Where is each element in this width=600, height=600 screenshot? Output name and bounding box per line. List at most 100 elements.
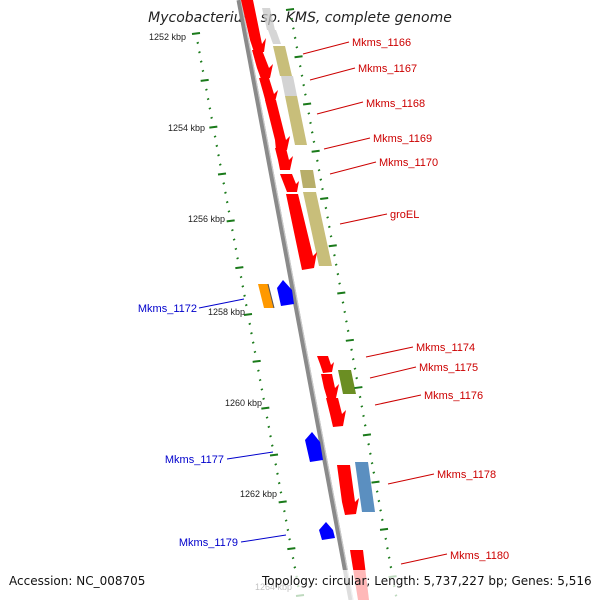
scale-tick-minor bbox=[302, 83, 306, 87]
cds-arrow-mkms-1179[interactable] bbox=[319, 522, 335, 540]
scale-tick-minor bbox=[358, 395, 362, 399]
cog-bar bbox=[300, 170, 316, 188]
scale-tick-minor bbox=[362, 414, 365, 418]
scale-tick-minor bbox=[251, 341, 255, 344]
scale-tick-minor bbox=[334, 263, 338, 266]
scale-label: 1258 kbp bbox=[208, 307, 245, 317]
scale-ticks-outer bbox=[191, 32, 305, 597]
gene-label-mkms-1172[interactable]: Mkms_1172 bbox=[138, 303, 197, 315]
scale-tick-minor bbox=[309, 121, 312, 125]
scale-tick-minor bbox=[205, 88, 208, 91]
scale-tick-minor bbox=[291, 556, 295, 560]
cds-arrow-mkms-1169[interactable] bbox=[265, 100, 290, 150]
scale-tick-minor bbox=[293, 36, 297, 40]
gene-label-mkms-1174[interactable]: Mkms_1174 bbox=[416, 342, 475, 354]
leader-line bbox=[226, 451, 274, 460]
gene-label-mkms-1170[interactable]: Mkms_1170 bbox=[379, 157, 438, 169]
scale-tick-minor bbox=[198, 51, 201, 54]
scale-tick-minor bbox=[244, 303, 248, 307]
scale-tick-minor bbox=[304, 93, 307, 96]
scale-tick-minor bbox=[260, 388, 264, 391]
cds-arrow-mkms-1168[interactable] bbox=[259, 78, 278, 103]
cds-arrow-mkms-1177[interactable] bbox=[305, 432, 323, 462]
scale-tick-major bbox=[209, 125, 218, 129]
cds-arrow-mkms-1170[interactable] bbox=[275, 148, 293, 170]
gene-label-mkms-1167[interactable]: Mkms_1167 bbox=[358, 63, 417, 75]
gene-label-groel[interactable]: groEL bbox=[390, 209, 419, 221]
scale-tick-minor bbox=[293, 566, 297, 569]
scale-tick-major bbox=[294, 55, 303, 59]
scale-tick-minor bbox=[292, 27, 295, 30]
scale-tick-minor bbox=[274, 463, 278, 466]
gene-label-mkms-1175[interactable]: Mkms_1175 bbox=[419, 362, 478, 374]
scale-tick-major bbox=[371, 480, 380, 484]
cog-bar bbox=[258, 284, 274, 308]
gene-label-mkms-1169[interactable]: Mkms_1169 bbox=[373, 133, 432, 145]
gene-label-mkms-1178[interactable]: Mkms_1178 bbox=[437, 469, 496, 481]
gene-label-mkms-1168[interactable]: Mkms_1168 bbox=[366, 98, 425, 110]
forward-cds-track bbox=[241, 0, 369, 600]
scale-tick-minor bbox=[384, 537, 388, 541]
scale-tick-minor bbox=[277, 481, 281, 485]
cds-arrow-mkms-1172[interactable] bbox=[277, 280, 294, 306]
scale-label: 1262 kbp bbox=[240, 489, 277, 499]
scale-tick-minor bbox=[317, 168, 321, 172]
accession-label: Accession: NC_008705 bbox=[9, 574, 146, 588]
scale-tick-minor bbox=[227, 210, 231, 213]
scale-tick-major bbox=[285, 8, 295, 11]
cds-arrow-mkms-1174[interactable] bbox=[317, 356, 334, 373]
scale-tick-major bbox=[269, 453, 279, 457]
scale-tick-minor bbox=[243, 294, 246, 297]
scale-tick-major bbox=[302, 102, 312, 106]
scale-tick-minor bbox=[360, 405, 364, 408]
gene-label-mkms-1179[interactable]: Mkms_1179 bbox=[179, 537, 238, 549]
scale-tick-minor bbox=[234, 247, 238, 251]
scale-tick-minor bbox=[284, 519, 288, 522]
scale-tick-minor bbox=[326, 216, 329, 219]
scale-tick-minor bbox=[196, 41, 200, 45]
cds-arrow-mkms-1167[interactable] bbox=[252, 50, 273, 79]
scale-tick-minor bbox=[265, 416, 269, 419]
cds-arrow-mkms-1175[interactable] bbox=[321, 374, 339, 398]
scale-tick-minor bbox=[269, 435, 272, 438]
scale-tick-minor bbox=[387, 556, 391, 559]
footer-backdrop bbox=[0, 570, 600, 600]
reverse-gene-labels: Mkms_1172 Mkms_1177 Mkms_1179 bbox=[138, 298, 287, 549]
scale-tick-major bbox=[337, 291, 346, 295]
scale-tick-minor bbox=[199, 60, 203, 63]
scale-tick-minor bbox=[333, 254, 336, 257]
scale-tick-minor bbox=[319, 178, 323, 181]
scale-tick-minor bbox=[355, 376, 359, 380]
scale-tick-minor bbox=[353, 367, 357, 370]
cds-arrow-groel-a[interactable] bbox=[280, 174, 299, 192]
scale-tick-major bbox=[311, 149, 320, 153]
scale-label: 1260 kbp bbox=[225, 398, 262, 408]
cds-arrow-mkms-1176[interactable] bbox=[326, 398, 346, 427]
scale-tick-minor bbox=[218, 163, 222, 166]
leader-line bbox=[323, 137, 371, 150]
gene-label-mkms-1180[interactable]: Mkms_1180 bbox=[450, 550, 509, 562]
scale-tick-minor bbox=[312, 140, 316, 144]
scale-label: 1254 kbp bbox=[168, 123, 205, 133]
cog-bar bbox=[281, 76, 297, 96]
scale-tick-major bbox=[200, 78, 209, 82]
scale-tick-major bbox=[345, 338, 354, 342]
scale-label: 1256 kbp bbox=[188, 214, 225, 224]
forward-gene-labels: Mkms_1166 Mkms_1167 Mkms_1168 Mkms_1169 … bbox=[302, 37, 509, 565]
scale-tick-minor bbox=[236, 257, 239, 260]
cds-arrow-mkms-1166[interactable] bbox=[241, 0, 266, 52]
gene-label-mkms-1176[interactable]: Mkms_1176 bbox=[424, 390, 483, 402]
leader-line bbox=[240, 534, 287, 543]
scale-tick-minor bbox=[346, 329, 350, 333]
gene-label-mkms-1177[interactable]: Mkms_1177 bbox=[165, 454, 224, 466]
leader-line bbox=[329, 161, 377, 175]
scale-tick-minor bbox=[315, 159, 319, 162]
scale-tick-major bbox=[328, 244, 337, 248]
cds-arrow-mkms-1178[interactable] bbox=[337, 465, 359, 515]
scale-tick-minor bbox=[258, 378, 262, 382]
gene-label-mkms-1166[interactable]: Mkms_1166 bbox=[352, 37, 411, 49]
cds-arrow-groel[interactable] bbox=[286, 194, 317, 270]
scale-label: 1252 kbp bbox=[149, 32, 186, 42]
scale-tick-minor bbox=[210, 116, 213, 120]
scale-tick-minor bbox=[350, 348, 353, 351]
